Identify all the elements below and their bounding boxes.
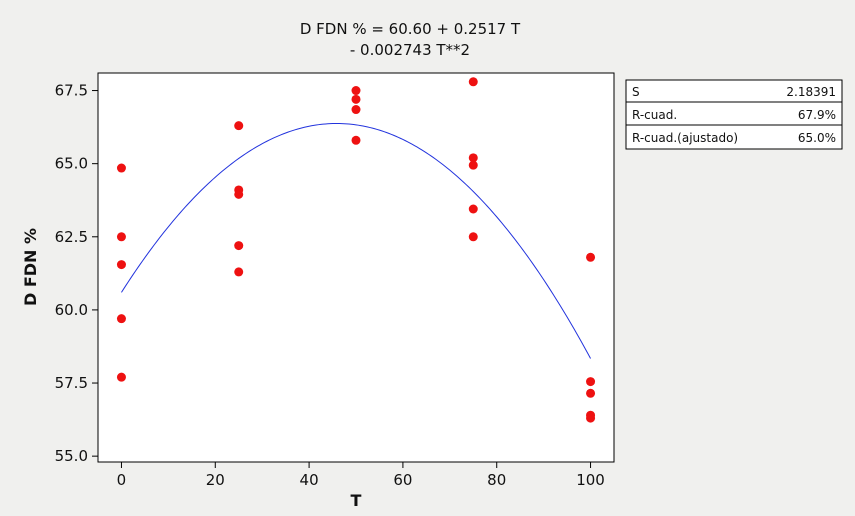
y-axis-label: D FDN %	[21, 228, 40, 306]
data-point	[351, 105, 361, 115]
data-point	[468, 153, 478, 163]
data-points	[116, 77, 596, 423]
x-axis-label: T	[351, 491, 362, 510]
stats-label-rsq: R-cuad.	[632, 108, 677, 122]
data-point	[586, 388, 596, 398]
y-tick-label: 57.5	[55, 374, 88, 392]
stats-label-s: S	[632, 85, 640, 99]
y-tick-label: 60.0	[55, 301, 88, 319]
stats-label-rsq-adj: R-cuad.(ajustado)	[632, 131, 738, 145]
x-axis: 0 20 40 60 80 100	[117, 462, 605, 489]
y-tick-label: 67.5	[55, 82, 88, 100]
data-point	[234, 189, 244, 199]
data-point	[116, 372, 126, 382]
stats-value-s: 2.18391	[786, 85, 836, 99]
data-point	[468, 204, 478, 214]
x-tick-label: 40	[300, 471, 319, 489]
data-point	[468, 232, 478, 242]
plot-area	[97, 72, 615, 463]
data-point	[234, 121, 244, 131]
data-point	[116, 163, 126, 173]
y-axis: 55.0 57.5 60.0 62.5 65.0 67.5	[55, 82, 98, 465]
stats-value-rsq: 67.9%	[798, 108, 836, 122]
data-point	[116, 314, 126, 324]
data-point	[351, 86, 361, 96]
fitted-curve	[121, 122, 591, 359]
y-tick-label: 55.0	[55, 447, 88, 465]
data-point	[351, 135, 361, 145]
data-point	[468, 160, 478, 170]
x-tick-label: 80	[487, 471, 506, 489]
x-tick-label: 100	[576, 471, 605, 489]
stats-box-frame	[625, 79, 843, 150]
data-point	[586, 377, 596, 387]
y-tick-label: 62.5	[55, 228, 88, 246]
data-point	[586, 252, 596, 262]
data-point	[234, 241, 244, 251]
data-point	[116, 260, 126, 270]
data-point	[351, 94, 361, 104]
stats-value-rsq-adj: 65.0%	[798, 131, 836, 145]
y-tick-label: 65.0	[55, 155, 88, 173]
x-tick-label: 60	[393, 471, 412, 489]
data-point	[116, 232, 126, 242]
stats-box: S 2.18391 R-cuad. 67.9% R-cuad.(ajustado…	[625, 79, 843, 150]
x-tick-label: 20	[206, 471, 225, 489]
data-point	[586, 413, 596, 423]
data-point	[468, 77, 478, 87]
chart-title-line1: D FDN % = 60.60 + 0.2517 T	[300, 20, 521, 38]
chart-title-line2: - 0.002743 T**2	[350, 41, 470, 59]
x-tick-label: 0	[117, 471, 127, 489]
data-point	[234, 267, 244, 277]
